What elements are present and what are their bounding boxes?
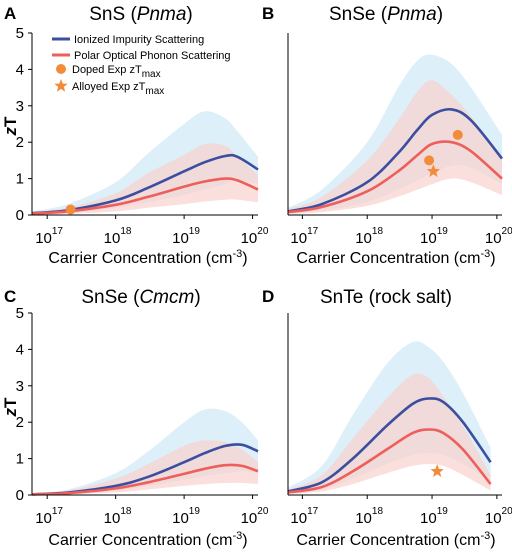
ionized-line xyxy=(31,153,259,215)
ionized-line xyxy=(287,107,504,213)
panel-a-plot: 0 1 2 3 4 5 1017 1018 1019 1020 xyxy=(16,25,269,247)
x-tick-label: 1017 xyxy=(290,226,318,247)
panel-b-xlabel: Carrier Concentration (cm-3) xyxy=(296,248,495,267)
panel-d: D SnTe (rock salt) 1017 1018 1019 1020 Carr… xyxy=(262,287,512,549)
alloyed-exp-point xyxy=(430,464,444,477)
panel-a-legend: Ionized Impurity Scattering Polar Optica… xyxy=(52,34,231,97)
legend-polar-label: Polar Optical Phonon Scattering xyxy=(74,50,231,62)
x-tick-label: 1020 xyxy=(485,226,512,247)
y-tick-label: 0 xyxy=(16,207,24,224)
x-tick-label: 1020 xyxy=(241,506,269,527)
panel-a-ylabel: zT xyxy=(1,116,20,137)
y-tick-label: 2 xyxy=(16,134,24,151)
x-tick-label: 1018 xyxy=(104,226,132,247)
panel-a: A SnS (Pnma) zT 0 1 2 3 4 5 1017 1018 1019 1020 I… xyxy=(1,4,269,267)
polar-line xyxy=(287,140,503,214)
panel-d-title: SnTe (rock salt) xyxy=(320,287,452,308)
legend-alloyed-marker xyxy=(54,79,68,92)
polar-line xyxy=(31,177,259,215)
legend-doped-marker xyxy=(56,64,66,74)
panel-c-plot: 0 1 2 3 4 5 1017 1018 1019 1020 xyxy=(16,305,269,527)
x-tick-label: 1018 xyxy=(104,506,132,527)
x-tick-label: 1020 xyxy=(485,506,512,527)
panel-b-title: SnSe (Pnma) xyxy=(329,4,443,25)
y-tick-label: 4 xyxy=(16,341,24,358)
panel-a-title: SnS (Pnma) xyxy=(89,4,193,25)
x-tick-label: 1018 xyxy=(355,226,383,247)
x-tick-label: 1020 xyxy=(241,226,269,247)
y-tick-label: 0 xyxy=(16,487,24,504)
panel-a-letter: A xyxy=(4,4,16,23)
panel-c-letter: C xyxy=(4,287,16,306)
polar-line xyxy=(31,463,259,496)
panel-d-xlabel: Carrier Concentration (cm-3) xyxy=(296,530,495,549)
panel-b-plot: 1017 1018 1019 1020 xyxy=(287,33,512,247)
y-tick-label: 3 xyxy=(16,378,24,395)
alloyed-exp-point xyxy=(426,164,441,177)
panel-d-letter: D xyxy=(262,287,274,306)
ionized-line xyxy=(287,397,492,493)
y-tick-label: 1 xyxy=(16,451,24,468)
panel-a-xlabel: Carrier Concentration (cm-3) xyxy=(48,248,247,267)
y-tick-label: 3 xyxy=(16,98,24,115)
y-tick-label: 2 xyxy=(16,414,24,431)
y-tick-label: 4 xyxy=(16,61,24,78)
x-tick-label: 1017 xyxy=(35,226,63,247)
x-tick-label: 1017 xyxy=(290,506,318,527)
panel-b-letter: B xyxy=(262,4,274,23)
polar-band xyxy=(288,373,491,494)
polar-band xyxy=(32,143,258,215)
x-tick-label: 1019 xyxy=(420,226,448,247)
polar-band xyxy=(32,440,258,495)
polar-line xyxy=(287,428,492,494)
x-tick-label: 1019 xyxy=(172,506,200,527)
y-tick-label: 1 xyxy=(16,171,24,188)
x-tick-label: 1019 xyxy=(172,226,200,247)
y-tick-label: 5 xyxy=(16,25,24,42)
doped-exp-point xyxy=(424,155,435,166)
panel-b: B SnSe (Pnma) 1017 1018 1019 1020 Carrier C… xyxy=(262,4,512,267)
panel-c-ylabel: zT xyxy=(1,397,20,418)
panel-d-plot: 1017 1018 1019 1020 xyxy=(287,313,512,527)
legend-doped-label: Doped Exp zTmax xyxy=(72,64,161,80)
y-tick-label: 5 xyxy=(16,305,24,322)
legend-ionized-label: Ionized Impurity Scattering xyxy=(74,34,204,46)
polar-band xyxy=(288,80,502,214)
legend-alloyed-label: Alloyed Exp zTmax xyxy=(72,81,164,97)
panel-c-xlabel: Carrier Concentration (cm-3) xyxy=(48,530,247,549)
x-tick-label: 1017 xyxy=(35,506,63,527)
x-tick-label: 1018 xyxy=(355,506,383,527)
x-tick-label: 1019 xyxy=(420,506,448,527)
doped-exp-point xyxy=(65,204,76,215)
panel-c-title: SnSe (Cmcm) xyxy=(81,287,200,308)
doped-exp-point xyxy=(452,129,463,140)
